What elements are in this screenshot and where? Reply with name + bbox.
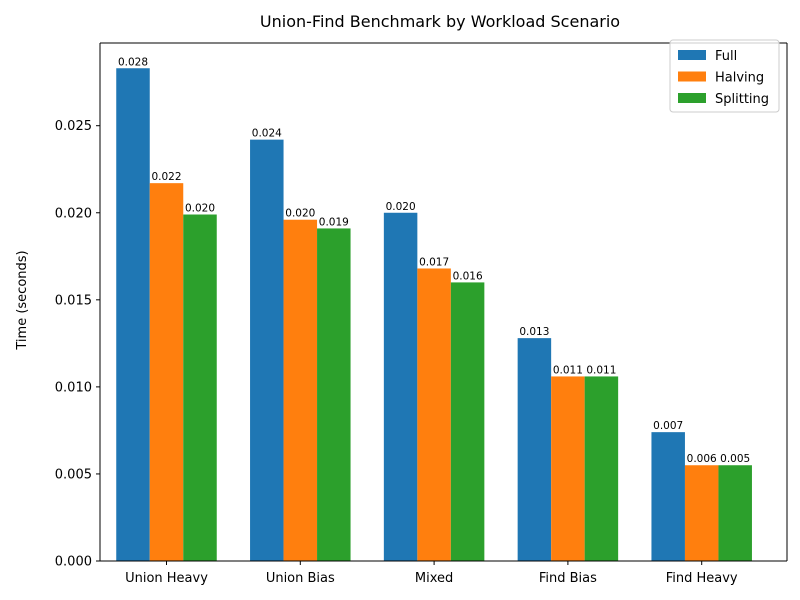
bar-full-2 [383, 212, 418, 561]
bar-splitting-0 [183, 214, 217, 561]
bar-full-1 [250, 139, 284, 561]
bar-splitting-2 [450, 282, 485, 561]
bar-value-label: 0.011 [553, 364, 583, 376]
x-tick-label: Mixed [415, 571, 453, 586]
x-tick-label: Union Bias [266, 571, 335, 586]
bar-value-label: 0.005 [720, 453, 750, 465]
legend-label-full: Full [715, 49, 737, 64]
bar-value-label: 0.022 [151, 171, 181, 183]
legend-swatch-splitting [678, 93, 706, 103]
bar-value-label: 0.028 [118, 56, 148, 68]
bar-value-label: 0.017 [419, 256, 449, 268]
y-tick-label: 0.010 [55, 380, 92, 395]
bar-value-label: 0.020 [386, 201, 416, 213]
bar-value-label: 0.020 [285, 208, 315, 220]
y-tick-label: 0.015 [55, 293, 92, 308]
bar-halving-4 [684, 465, 719, 561]
y-tick-label: 0.005 [55, 467, 92, 482]
legend-swatch-halving [678, 71, 706, 82]
bar-full-3 [517, 338, 552, 561]
y-tick-label: 0.020 [55, 206, 92, 221]
bar-value-label: 0.013 [519, 326, 549, 338]
plot-area: 0.028 0.024 0.020 0.013 0.007 0.022 0.020 0.017… [55, 42, 788, 586]
bar-splitting-4 [718, 465, 752, 561]
bar-value-label: 0.011 [586, 364, 616, 376]
bar-full-0 [116, 68, 150, 561]
x-tick-label: Union Heavy [125, 571, 208, 586]
bar-value-label: 0.020 [185, 203, 215, 215]
chart-title: Union-Find Benchmark by Workload Scenari… [260, 12, 620, 31]
bar-full-4 [651, 432, 685, 561]
bar-splitting-3 [584, 376, 619, 561]
legend-swatch-full [678, 50, 706, 60]
bar-value-label: 0.006 [687, 453, 717, 465]
y-tick-label: 0.025 [55, 119, 92, 134]
bar-halving-3 [551, 376, 585, 561]
bar-value-label: 0.024 [252, 128, 282, 140]
bar-halving-2 [417, 268, 451, 561]
x-tick-label: Find Heavy [666, 571, 738, 586]
bar-halving-1 [283, 219, 318, 562]
bar-value-label: 0.007 [653, 420, 683, 432]
x-tick-label: Find Bias [539, 571, 597, 586]
y-tick-label: 0.000 [55, 555, 92, 570]
y-axis-label: Time (seconds) [15, 250, 30, 350]
legend: Full Halving Splitting [669, 39, 780, 113]
bar-halving-0 [149, 183, 184, 561]
bar-value-label: 0.016 [453, 270, 483, 282]
legend-label-splitting: Splitting [715, 92, 769, 107]
bar-splitting-1 [317, 228, 351, 561]
legend-label-halving: Halving [715, 71, 764, 86]
bar-value-label: 0.019 [319, 216, 349, 228]
